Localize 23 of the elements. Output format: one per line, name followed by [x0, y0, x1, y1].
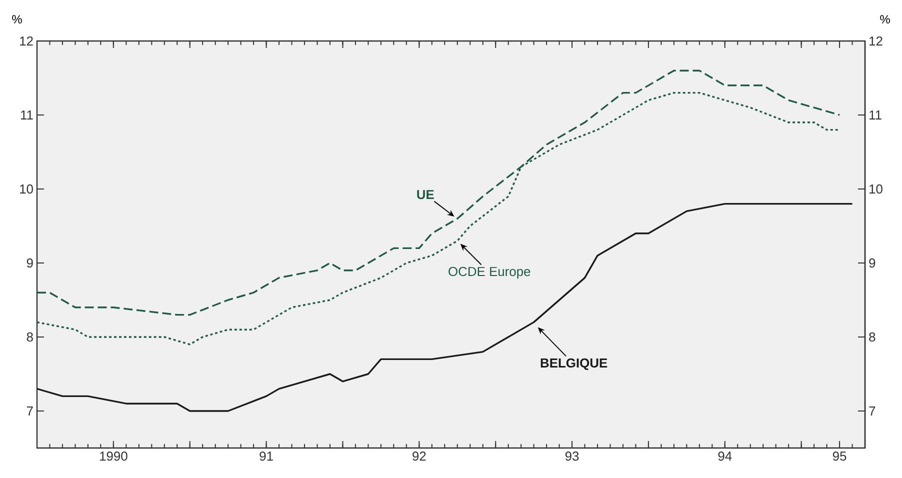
y-tick-label: 9: [26, 258, 33, 268]
y2-tick-label: 11: [870, 110, 882, 120]
y-tick-label: 8: [26, 332, 33, 342]
y2-tick-label: 12: [870, 36, 882, 46]
x-tick-label: 91: [260, 452, 273, 461]
y-tick-label: 12: [20, 36, 33, 46]
y2-tick-label: 10: [870, 184, 882, 194]
y-axis-title: %: [12, 15, 22, 24]
y2-tick-label: 8: [869, 332, 876, 342]
x-tick-label: 92: [412, 452, 426, 461]
x-tick-label: 93: [565, 452, 579, 461]
series-label: OCDE Europe: [448, 266, 530, 279]
text: BELGIQUE: [540, 358, 608, 370]
text: UE: [417, 190, 434, 200]
x-tick-label: 94: [718, 452, 732, 461]
y2-tick-label: 9: [869, 258, 876, 268]
x-tick-label: 95: [832, 452, 846, 461]
y-tick-label: 10: [20, 184, 33, 194]
y2-tick-label: 7: [869, 406, 876, 416]
y-tick-label: 11: [21, 110, 33, 120]
y-tick-label: 7: [26, 406, 33, 416]
x-tick-label: 1990: [100, 452, 128, 461]
y2-axis-title: %: [880, 15, 890, 24]
